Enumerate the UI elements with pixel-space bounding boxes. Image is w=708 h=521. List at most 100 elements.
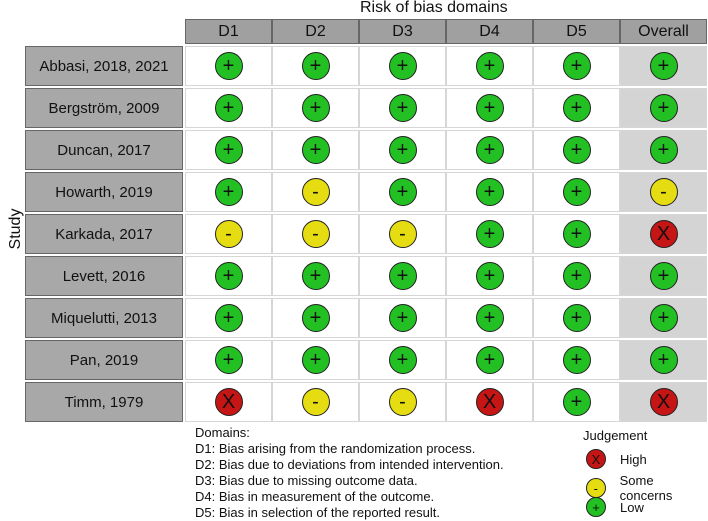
judgement-low-icon: + xyxy=(562,262,591,290)
judgement-some-icon: - xyxy=(301,388,330,416)
domains-legend: Domains: D1: Bias arising from the rando… xyxy=(195,425,504,521)
judgement-cell: + xyxy=(272,298,359,338)
risk-of-bias-grid: D1 D2 D3 D4 D5 Overall Abbasi, 2018, 2021 + + + + +… xyxy=(25,19,707,422)
judgement-low-icon: + xyxy=(475,52,504,80)
study-label: Timm, 1979 xyxy=(25,382,183,422)
judgement-low-icon: + xyxy=(649,262,678,290)
judgement-low-icon: + xyxy=(388,136,417,164)
judgement-low-icon: + xyxy=(649,346,678,374)
judgement-cell: + xyxy=(272,88,359,128)
judgement-cell: + xyxy=(620,256,707,296)
judgement-high-icon: X xyxy=(214,388,243,416)
judgement-cell: + xyxy=(446,88,533,128)
chart-title-bar: Risk of bias domains xyxy=(0,0,708,18)
domains-legend-item-d5: D5: Bias in selection of the reported re… xyxy=(195,505,440,520)
judgement-low-icon: + xyxy=(562,52,591,80)
judgement-low-icon: + xyxy=(214,304,243,332)
judgement-low-icon: + xyxy=(475,94,504,122)
judgement-legend-label: Low xyxy=(620,499,644,515)
column-header-d3: D3 xyxy=(359,19,446,44)
judgement-low-icon: + xyxy=(475,220,504,248)
judgement-cell: X xyxy=(185,382,272,422)
judgement-legend-label: High xyxy=(620,451,647,467)
chart-title: Risk of bias domains xyxy=(360,0,508,16)
judgement-cell: - xyxy=(272,214,359,254)
judgement-cell: + xyxy=(359,46,446,86)
judgement-cell: + xyxy=(446,256,533,296)
judgement-low-icon: + xyxy=(214,136,243,164)
judgement-cell: + xyxy=(446,46,533,86)
judgement-low-icon: + xyxy=(562,136,591,164)
judgement-cell: - xyxy=(185,214,272,254)
judgement-cell: + xyxy=(533,88,620,128)
judgement-cell: + xyxy=(446,298,533,338)
judgement-cell: + xyxy=(359,340,446,380)
judgement-some-icon: - xyxy=(388,388,417,416)
judgement-cell: + xyxy=(359,130,446,170)
judgement-some-icon: - xyxy=(388,220,417,248)
judgement-cell: + xyxy=(533,130,620,170)
judgement-cell: + xyxy=(185,340,272,380)
judgement-cell: + xyxy=(359,88,446,128)
judgement-cell: - xyxy=(359,382,446,422)
domains-legend-item-d4: D4: Bias in measurement of the outcome. xyxy=(195,489,435,504)
judgement-cell: + xyxy=(446,130,533,170)
judgement-cell: - xyxy=(620,172,707,212)
legend-some-icon: - xyxy=(586,478,606,498)
judgement-cell: + xyxy=(446,172,533,212)
study-label: Duncan, 2017 xyxy=(25,130,183,170)
judgement-cell: + xyxy=(185,298,272,338)
legend-low-icon: + xyxy=(586,497,606,517)
judgement-high-icon: X xyxy=(649,220,678,248)
judgement-low-icon: + xyxy=(388,304,417,332)
legend-high-icon: X xyxy=(586,449,606,469)
study-label: Howarth, 2019 xyxy=(25,172,183,212)
judgement-low-icon: + xyxy=(649,94,678,122)
judgement-cell: + xyxy=(533,382,620,422)
judgement-low-icon: + xyxy=(214,94,243,122)
judgement-cell: + xyxy=(620,298,707,338)
judgement-legend-item-high: X High xyxy=(586,449,647,469)
column-header-d4: D4 xyxy=(446,19,533,44)
judgement-low-icon: + xyxy=(388,262,417,290)
judgement-cell: + xyxy=(359,172,446,212)
column-header-d1: D1 xyxy=(185,19,272,44)
domains-legend-item-d2: D2: Bias due to deviations from intended… xyxy=(195,457,504,472)
judgement-cell: + xyxy=(359,256,446,296)
column-header-d5: D5 xyxy=(533,19,620,44)
judgement-cell: + xyxy=(620,340,707,380)
judgement-legend-label: Some concerns xyxy=(619,473,673,503)
judgement-cell: - xyxy=(359,214,446,254)
judgement-high-icon: X xyxy=(475,388,504,416)
judgement-low-icon: + xyxy=(301,346,330,374)
judgement-cell: + xyxy=(272,46,359,86)
judgement-low-icon: + xyxy=(301,94,330,122)
judgement-legend-item-some: - Some concerns xyxy=(586,473,708,503)
judgement-cell: + xyxy=(533,298,620,338)
judgement-low-icon: + xyxy=(301,136,330,164)
column-header-d2: D2 xyxy=(272,19,359,44)
domains-legend-item-d1: D1: Bias arising from the randomization … xyxy=(195,441,476,456)
judgement-low-icon: + xyxy=(475,262,504,290)
judgement-cell: + xyxy=(185,46,272,86)
column-header-overall: Overall xyxy=(620,19,707,44)
judgement-cell: + xyxy=(620,46,707,86)
judgement-low-icon: + xyxy=(475,136,504,164)
judgement-low-icon: + xyxy=(475,346,504,374)
judgement-legend-item-low: + Low xyxy=(586,497,644,517)
judgement-low-icon: + xyxy=(649,304,678,332)
judgement-cell: + xyxy=(185,88,272,128)
judgement-low-icon: + xyxy=(214,346,243,374)
judgement-high-icon: X xyxy=(649,388,678,416)
judgement-cell: + xyxy=(620,88,707,128)
study-label: Abbasi, 2018, 2021 xyxy=(25,46,183,86)
judgement-low-icon: + xyxy=(388,52,417,80)
judgement-low-icon: + xyxy=(562,220,591,248)
judgement-cell: X xyxy=(620,382,707,422)
judgement-cell: + xyxy=(185,172,272,212)
judgement-cell: - xyxy=(272,172,359,212)
judgement-low-icon: + xyxy=(562,304,591,332)
judgement-low-icon: + xyxy=(388,346,417,374)
judgement-cell: + xyxy=(272,340,359,380)
judgement-low-icon: + xyxy=(649,52,678,80)
